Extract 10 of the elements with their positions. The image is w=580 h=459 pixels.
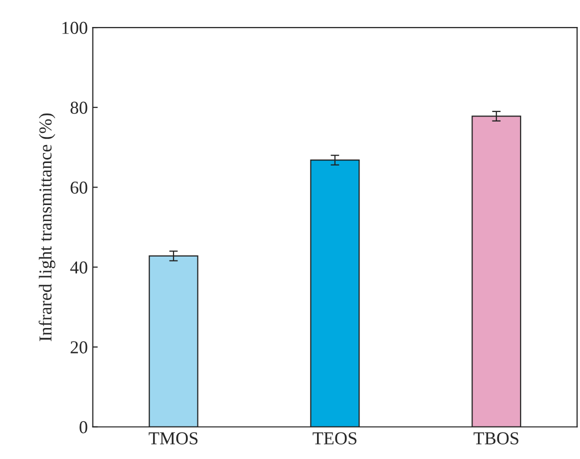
y-tick-label: 40 xyxy=(70,261,88,274)
x-tick-label: TEOS xyxy=(312,432,356,444)
y-tick-label: 80 xyxy=(70,102,88,114)
x-tick-label: TMOS xyxy=(148,432,198,444)
x-tick-label: TBOS xyxy=(474,432,518,444)
y-tick-label: 0 xyxy=(80,421,88,434)
y-axis-title: Infrared light transmittance (%) xyxy=(38,113,56,342)
y-tick-label: 20 xyxy=(70,341,88,354)
y-tick-label: 60 xyxy=(70,182,88,194)
y-tick-label: 100 xyxy=(62,22,88,34)
